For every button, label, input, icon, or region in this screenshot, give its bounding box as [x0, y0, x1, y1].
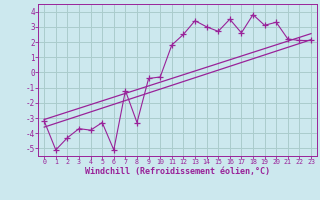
X-axis label: Windchill (Refroidissement éolien,°C): Windchill (Refroidissement éolien,°C) — [85, 167, 270, 176]
